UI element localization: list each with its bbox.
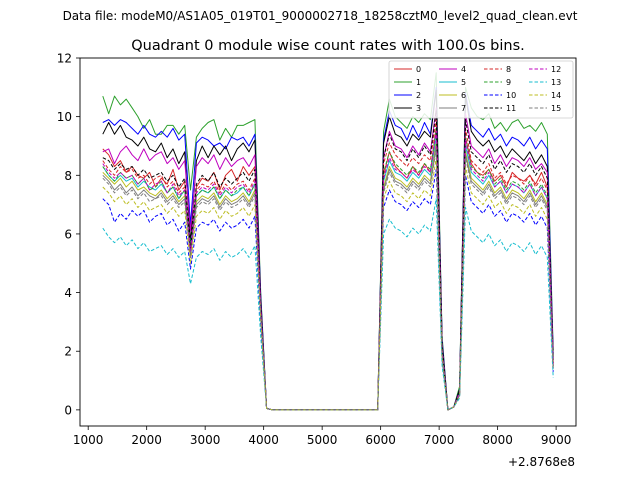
y-tick-label: 6 [64,227,72,241]
legend-label-3: 3 [416,104,421,113]
series-line-12 [102,130,554,411]
legend-box [388,60,574,119]
legend-label-11: 11 [506,104,516,113]
x-tick-label: 5000 [307,433,338,447]
legend-label-4: 4 [461,65,466,74]
y-tick-label: 8 [64,169,72,183]
x-tick-label: 3000 [190,433,221,447]
series-line-13 [102,198,554,411]
legend-label-5: 5 [461,78,466,87]
legend-label-2: 2 [416,91,421,100]
axes-frame [79,57,577,427]
legend-label-1: 1 [416,78,421,87]
x-tick-label: 2000 [131,433,162,447]
series-layer [102,72,554,411]
y-tick-label: 0 [64,403,72,417]
x-tick-label: 9000 [541,433,572,447]
x-tick-label: 8000 [482,433,513,447]
chart-title: Quadrant 0 module wise count rates with … [131,38,525,54]
x-tick-label: 7000 [424,433,455,447]
legend-label-13: 13 [551,78,561,87]
suptitle: Data file: modeM0/AS1A05_019T01_90000027… [63,9,578,23]
y-tick-label: 10 [57,110,72,124]
x-tick-label: 4000 [248,433,279,447]
legend-label-9: 9 [506,78,511,87]
x-tick-label: 1000 [73,433,104,447]
series-line-15 [102,148,554,411]
legend-label-14: 14 [551,91,561,100]
y-tick-label: 2 [64,345,72,359]
y-tick-label: 4 [64,286,72,300]
x-tick-label: 6000 [365,433,396,447]
legend-label-12: 12 [551,65,561,74]
x-offset-label: +2.8768e8 [508,455,575,469]
legend-label-15: 15 [551,104,561,113]
y-axis: 0 2 4 6 8 10 12 [57,52,80,417]
legend-label-7: 7 [461,104,466,113]
legend-label-8: 8 [506,65,511,74]
x-axis: 1000 2000 3000 4000 5000 6000 7000 8000 9000 [73,426,571,447]
legend-label-0: 0 [416,65,421,74]
series-line-10 [102,168,554,411]
legend-label-10: 10 [506,91,516,100]
y-tick-label: 12 [57,52,72,66]
legend-label-6: 6 [461,91,466,100]
plot-area [79,57,577,427]
